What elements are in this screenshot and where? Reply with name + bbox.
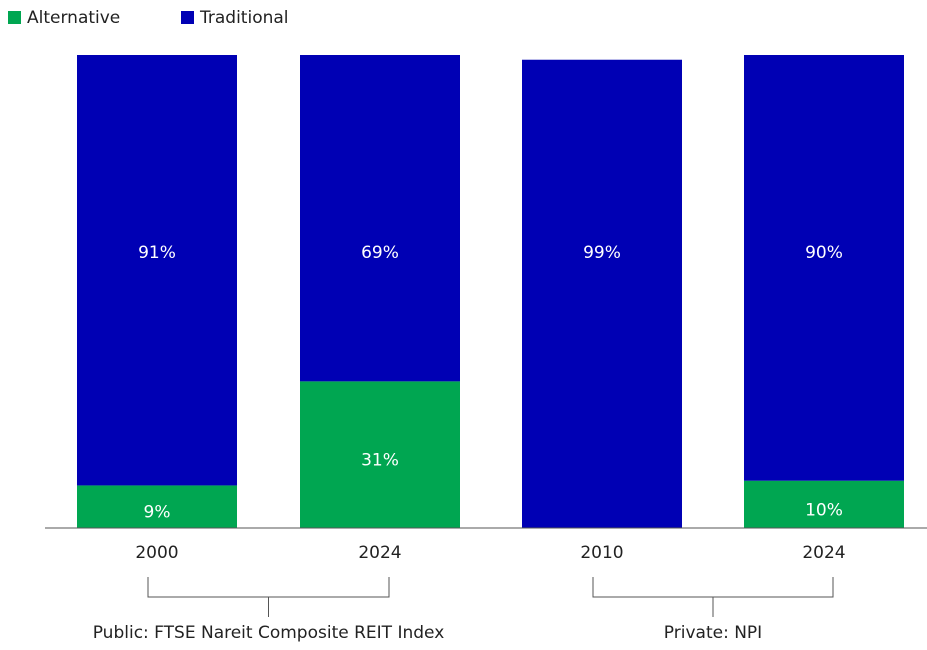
bar-segment [744,55,904,481]
legend-swatch [181,11,194,24]
bar-segment [300,381,460,528]
x-tick-label: 2000 [135,543,178,563]
data-label: 99% [583,243,621,263]
legend-label: Traditional [199,8,289,28]
bar-segment [77,55,237,486]
x-tick-label: 2024 [802,543,845,563]
group-bracket [147,577,390,617]
group-label: Public: FTSE Nareit Composite REIT Index [93,623,445,643]
bar-segment [744,480,904,528]
group-bracket [592,577,834,617]
bar-segment [522,59,682,528]
data-label: 31% [361,451,399,471]
data-label: 69% [361,243,399,263]
data-label: 9% [144,503,171,523]
x-tick-label: 2024 [358,543,401,563]
group-label: Private: NPI [664,623,762,643]
data-label: 91% [138,243,176,263]
legend-label: Alternative [27,8,120,28]
legend-swatch [8,11,21,24]
data-label: 10% [805,500,843,520]
bar-segment [77,485,237,528]
x-tick-label: 2010 [580,543,623,563]
data-label: 90% [805,243,843,263]
bar-segment [300,55,460,382]
